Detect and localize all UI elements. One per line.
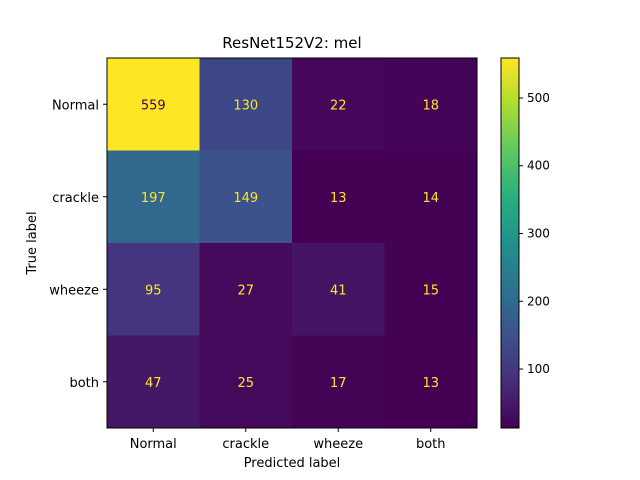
cell-value: 95 (145, 283, 162, 298)
y-tick-label: crackle (52, 191, 99, 206)
cell-value: 47 (145, 376, 162, 391)
cell-value: 22 (330, 98, 347, 113)
cell-value: 130 (233, 98, 258, 113)
heatmap-cell (292, 335, 385, 429)
chart-title: ResNet152V2: mel (222, 34, 361, 52)
heatmap-cell (199, 243, 293, 336)
heatmap-cell (384, 243, 478, 336)
heatmap-cell (107, 58, 200, 151)
y-tick-label: Normal (52, 98, 99, 113)
x-axis-ticks: Normal crackle wheeze both (130, 428, 446, 452)
cell-value: 559 (141, 98, 166, 113)
x-tick-label: wheeze (313, 437, 363, 452)
heatmap-cell (292, 58, 385, 151)
colorbar-tick-label: 300 (527, 227, 550, 241)
heatmap-cell (292, 243, 385, 336)
heatmap-cell (384, 335, 478, 429)
x-axis-label: Predicted label (244, 456, 341, 471)
heatmap-cells (107, 58, 478, 429)
heatmap-cell (384, 58, 478, 151)
colorbar (500, 57, 520, 429)
cell-value: 25 (237, 376, 254, 391)
colorbar-tick-label: 100 (527, 362, 550, 376)
colorbar-tick-label: 200 (527, 294, 550, 308)
cell-value: 27 (237, 283, 254, 298)
colorbar-tick-label: 400 (527, 159, 550, 173)
cell-value: 15 (422, 283, 439, 298)
cell-value: 41 (330, 283, 347, 298)
heatmap-cell (199, 150, 293, 244)
cell-value: 149 (233, 191, 258, 206)
heatmap-cell (107, 243, 200, 336)
y-tick-label: both (69, 376, 99, 391)
colorbar-ticks: 100 200 300 400 500 (519, 91, 550, 376)
cell-value: 18 (422, 98, 439, 113)
cell-value: 13 (330, 191, 347, 206)
heatmap-cell (107, 335, 200, 429)
y-axis-label: True label (25, 211, 40, 275)
cell-value: 13 (422, 376, 439, 391)
colorbar-tick-label: 500 (527, 91, 550, 105)
heatmap-cell (199, 335, 293, 429)
heatmap-cell (199, 58, 293, 151)
heatmap-cell (107, 150, 200, 244)
cell-value: 17 (330, 376, 347, 391)
y-axis-ticks: Normal crackle wheeze both (49, 98, 107, 391)
heatmap-cell (292, 150, 385, 244)
x-tick-label: both (416, 437, 446, 452)
y-tick-label: wheeze (49, 283, 99, 298)
x-tick-label: Normal (130, 437, 177, 452)
cell-value: 14 (422, 191, 439, 206)
heatmap-cell (384, 150, 478, 244)
cell-value: 197 (141, 191, 166, 206)
plot-frame (106, 57, 478, 429)
cell-value-labels: 559 130 22 18 197 149 13 14 95 27 41 15 47 25 17 13 (141, 98, 439, 391)
x-tick-label: crackle (222, 437, 269, 452)
